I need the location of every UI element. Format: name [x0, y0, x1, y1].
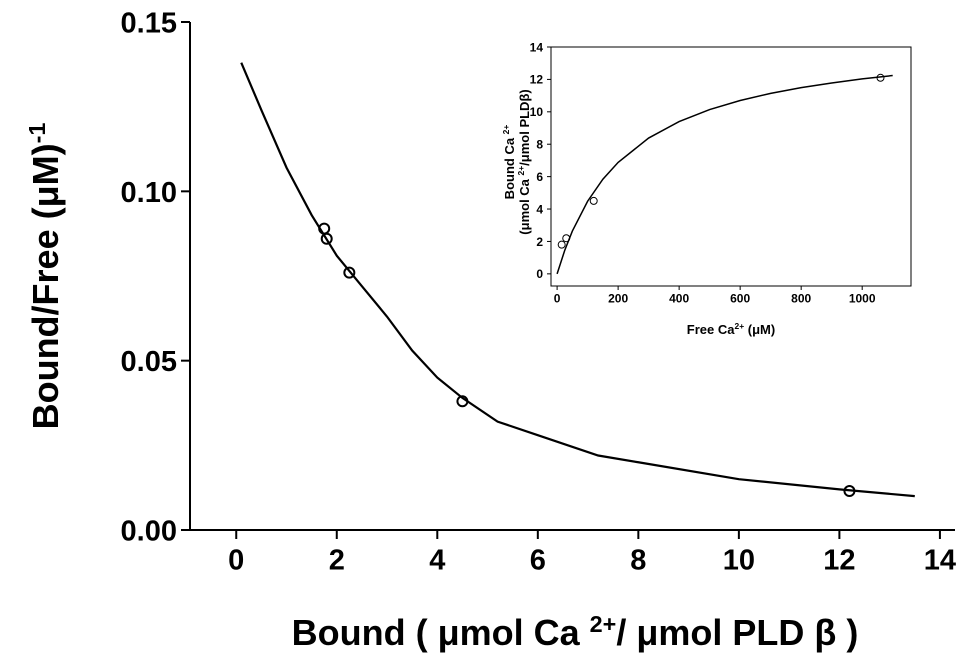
y-axis-title-line2-part: (μmol Ca [517, 175, 532, 234]
x-axis-title-part: 2+ [735, 321, 745, 331]
data-point [562, 234, 571, 243]
data-point [876, 73, 885, 82]
y-tick-label: 6 [536, 170, 543, 184]
y-axis-title-part: Bound/Free (μM) [25, 143, 66, 429]
y-axis-title-part: 2+ [501, 125, 511, 135]
x-tick-label: 12 [823, 544, 855, 576]
y-axis-title-part: -1 [24, 123, 50, 144]
data-point [843, 485, 856, 498]
x-tick-label: 10 [723, 544, 755, 576]
x-tick-label: 400 [669, 292, 689, 306]
fit-curve [556, 74, 893, 275]
y-axis-title: Bound/Free (μM)-1 [24, 123, 66, 430]
x-tick-label: 0 [554, 292, 561, 306]
y-tick-label: 0.00 [121, 515, 177, 547]
inset-frame [550, 46, 912, 287]
y-tick-label: 0.05 [121, 346, 177, 378]
x-axis-title-part: 2+ [590, 611, 617, 637]
x-tick-label: 800 [791, 292, 811, 306]
y-tick-label: 10 [530, 105, 544, 119]
y-tick-label: 8 [536, 138, 543, 152]
x-tick-label: 14 [924, 544, 956, 576]
x-axis-title-part: Bound ( μmol Ca [292, 612, 590, 653]
y-tick-label: 2 [536, 235, 543, 249]
y-axis-title-line2-part: /μmol PLDβ) [517, 89, 532, 166]
x-tick-label: 2 [329, 544, 345, 576]
x-axis-title-part: / μmol PLD β ) [616, 612, 858, 653]
data-point [589, 196, 598, 205]
y-axis-title: Bound Ca 2+ [501, 125, 517, 200]
y-tick-label: 4 [536, 202, 543, 216]
x-tick-label: 0 [228, 544, 244, 576]
x-tick-label: 4 [429, 544, 445, 576]
data-point [343, 266, 356, 279]
data-point [320, 232, 333, 245]
y-tick-label: 0.10 [121, 177, 177, 209]
y-tick-label: 0.15 [121, 7, 177, 39]
x-tick-label: 8 [630, 544, 646, 576]
x-axis-title-part: (μM) [744, 322, 775, 337]
data-point [557, 240, 566, 249]
y-tick-label: 14 [530, 40, 544, 54]
y-axis-title-line2-part: 2+ [516, 166, 526, 176]
x-tick-label: 6 [530, 544, 546, 576]
y-axis-title-part: Bound Ca [502, 134, 517, 199]
y-axis-title-line2: (μmol Ca 2+/μmol PLDβ) [516, 89, 532, 234]
x-tick-label: 600 [730, 292, 750, 306]
x-axis-title: Free Ca2+ (μM) [687, 321, 775, 337]
x-tick-label: 200 [608, 292, 628, 306]
fit-curve [240, 62, 915, 498]
y-tick-label: 0 [536, 267, 543, 281]
x-tick-label: 1000 [849, 292, 876, 306]
x-axis-title-part: Free Ca [687, 322, 735, 337]
data-point [456, 395, 469, 408]
y-tick-label: 12 [530, 73, 544, 87]
x-axis-title: Bound ( μmol Ca 2+/ μmol PLD β ) [292, 611, 859, 653]
